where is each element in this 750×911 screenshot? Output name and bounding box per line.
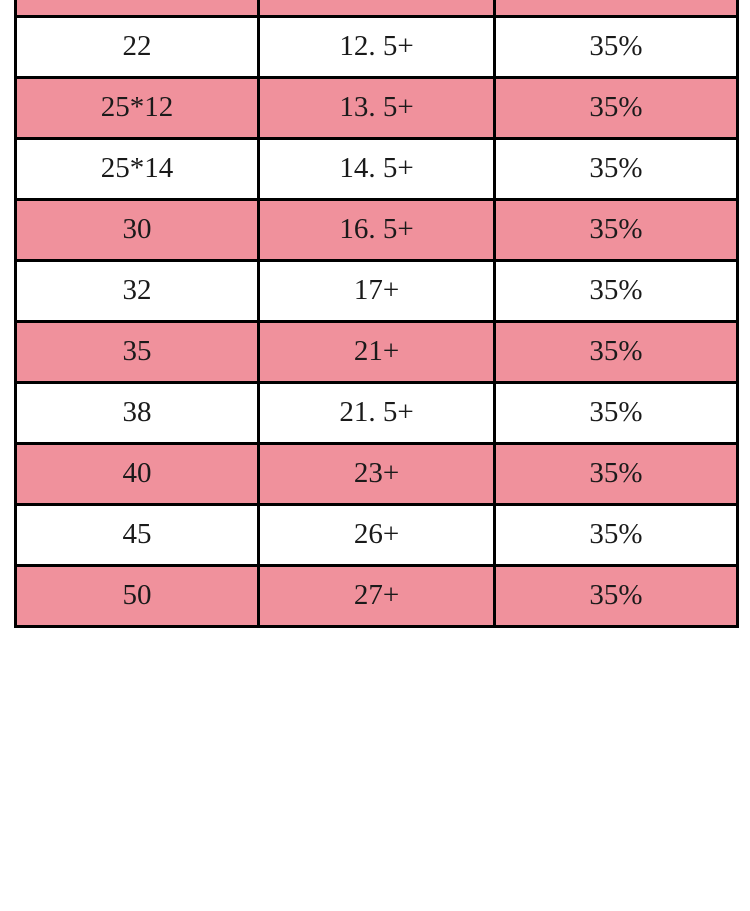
table-cell: 13. 5+ <box>257 75 496 140</box>
table-cell <box>257 0 496 18</box>
table-row: 22 12. 5+ 35% <box>14 14 739 79</box>
table-cell: 21. 5+ <box>257 380 496 445</box>
table-cell: 35 <box>14 319 260 384</box>
table-cell: 35% <box>493 258 739 323</box>
table-cell: 25*14 <box>14 136 260 201</box>
table-cell: 35% <box>493 136 739 201</box>
table-cell: 12. 5+ <box>257 14 496 79</box>
table-cell: 14. 5+ <box>257 136 496 201</box>
table-cell: 26+ <box>257 502 496 567</box>
table-cell <box>493 0 739 18</box>
size-chart-table: 22 12. 5+ 35% 25*12 13. 5+ 35% 25*14 14.… <box>14 0 739 628</box>
table-cell <box>14 0 260 18</box>
table-row: 30 16. 5+ 35% <box>14 197 739 262</box>
table-cell: 23+ <box>257 441 496 506</box>
table-cell: 40 <box>14 441 260 506</box>
table-cell: 32 <box>14 258 260 323</box>
table-row: 38 21. 5+ 35% <box>14 380 739 445</box>
table-cell: 25*12 <box>14 75 260 140</box>
table-cell: 30 <box>14 197 260 262</box>
table-cell: 27+ <box>257 563 496 628</box>
table-cell: 35% <box>493 319 739 384</box>
table-cell: 22 <box>14 14 260 79</box>
table-row: 25*14 14. 5+ 35% <box>14 136 739 201</box>
table-cell: 35% <box>493 502 739 567</box>
table-cell: 35% <box>493 563 739 628</box>
table-row: 35 21+ 35% <box>14 319 739 384</box>
table-cell: 35% <box>493 380 739 445</box>
table-cell: 45 <box>14 502 260 567</box>
table-cell: 35% <box>493 75 739 140</box>
table-row: 40 23+ 35% <box>14 441 739 506</box>
table-cell: 35% <box>493 441 739 506</box>
table-row: 32 17+ 35% <box>14 258 739 323</box>
table-cell: 50 <box>14 563 260 628</box>
table-cell: 16. 5+ <box>257 197 496 262</box>
table-cell: 17+ <box>257 258 496 323</box>
table-row: 50 27+ 35% <box>14 563 739 628</box>
table-row-partial-top <box>14 0 739 18</box>
table-cell: 38 <box>14 380 260 445</box>
table-cell: 21+ <box>257 319 496 384</box>
table-cell: 35% <box>493 197 739 262</box>
table-cell: 35% <box>493 14 739 79</box>
table-row: 25*12 13. 5+ 35% <box>14 75 739 140</box>
table-row: 45 26+ 35% <box>14 502 739 567</box>
